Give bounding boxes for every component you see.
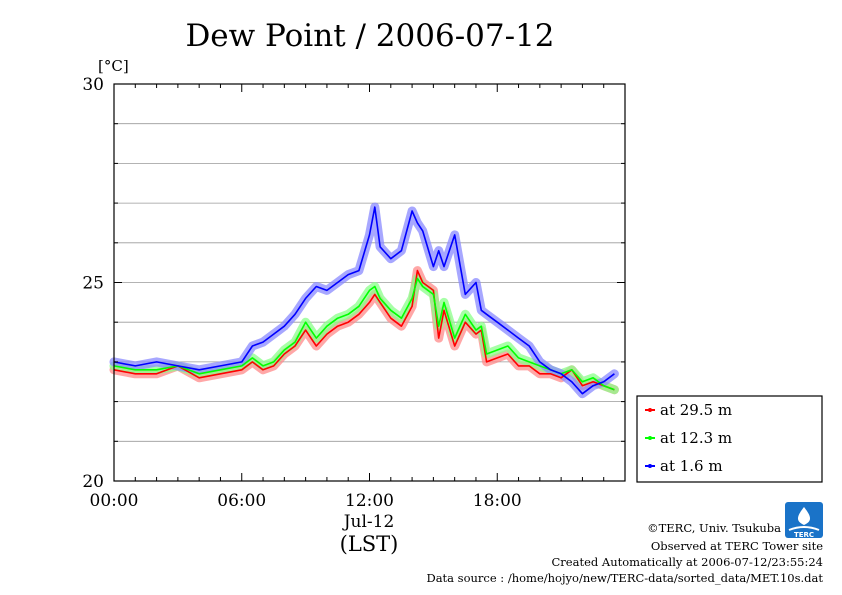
copyright-text: ©TERC, Univ. Tsukuba	[647, 521, 781, 535]
observed-site-text: Observed at TERC Tower site	[651, 539, 823, 553]
series-lines	[109, 202, 619, 399]
chart-title: Dew Point / 2006-07-12	[185, 18, 554, 54]
logo-text: TERC	[794, 531, 814, 539]
x-axis-unit-label: (LST)	[340, 532, 399, 556]
x-tick-label: 00:00	[90, 491, 139, 511]
series-line	[113, 269, 615, 391]
legend: at 29.5 m at 12.3 m at 1.6 m	[636, 395, 823, 483]
legend-marker	[648, 436, 652, 440]
y-tick-label: 25	[82, 274, 104, 294]
terc-logo: TERC	[785, 502, 823, 539]
series-line	[113, 277, 615, 391]
data-source-text: Data source : /home/hojyo/new/TERC-data/…	[426, 571, 823, 585]
x-tick-label: 18:00	[473, 491, 522, 511]
x-tick-labels: 00:00 06:00 12:00 18:00	[90, 491, 522, 511]
x-axis-date-label: Jul-12	[342, 512, 395, 532]
axis-ticks	[113, 83, 626, 482]
y-tick-labels: 20 25 30	[82, 75, 104, 492]
legend-box	[636, 395, 823, 483]
y-axis-unit: [°C]	[98, 57, 129, 75]
x-tick-label: 06:00	[217, 491, 266, 511]
series-line	[113, 206, 615, 395]
legend-label: at 29.5 m	[660, 401, 732, 419]
x-tick-label: 12:00	[345, 491, 394, 511]
created-timestamp-text: Created Automatically at 2006-07-12/23:5…	[552, 555, 824, 569]
y-tick-label: 30	[82, 75, 104, 95]
gridlines	[114, 123, 625, 442]
y-tick-label: 20	[82, 472, 104, 492]
legend-marker	[648, 408, 652, 412]
legend-label: at 1.6 m	[660, 457, 723, 475]
legend-marker	[648, 464, 652, 468]
legend-label: at 12.3 m	[660, 429, 732, 447]
